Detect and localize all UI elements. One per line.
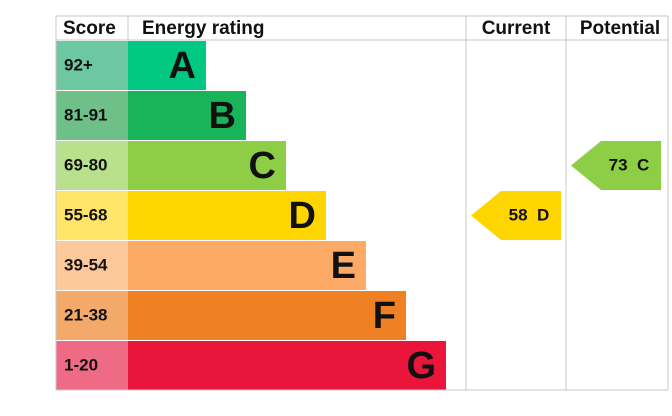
header-rating: Energy rating [142,18,264,39]
potential-arrow [571,141,661,190]
rating-bar [128,291,406,340]
rating-letter: G [406,345,436,387]
score-label: 21-38 [64,305,107,324]
header-potential: Potential [580,18,660,39]
current-label: 58 D [509,206,550,225]
potential-label: 73 C [609,156,650,175]
current-value: 58 [509,206,528,225]
header-score: Score [63,18,116,39]
rating-bar [128,341,446,390]
current-band: D [537,206,549,225]
rating-bar [128,141,286,190]
rating-letter: D [289,195,316,237]
rating-letter: C [249,145,276,187]
score-label: 39-54 [64,255,108,274]
score-label: 55-68 [64,205,107,224]
rating-letter: F [373,295,396,337]
potential-band: C [637,156,649,175]
score-cell [56,191,128,240]
score-cell [56,341,128,390]
score-cell [56,91,128,140]
rating-letter: B [209,95,236,137]
rating-bar [128,41,206,90]
score-cell [56,41,128,90]
score-label: 81-91 [64,105,107,124]
potential-value: 73 [609,156,628,175]
score-label: 1-20 [64,355,98,374]
score-label: 69-80 [64,155,107,174]
current-arrow [471,191,561,240]
rating-bar [128,241,366,290]
score-cell [56,241,128,290]
header-current: Current [482,18,551,39]
rating-bar [128,91,246,140]
score-label: 92+ [64,55,93,74]
rating-letter: A [169,45,196,87]
score-cell [56,291,128,340]
score-cell [56,141,128,190]
rating-bar [128,191,326,240]
rating-letter: E [331,245,356,287]
